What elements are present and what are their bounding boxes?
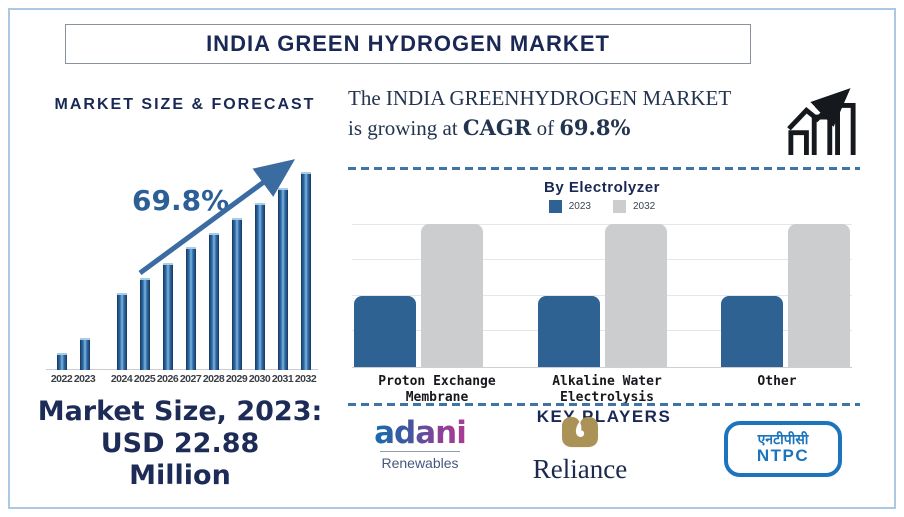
market-bar-column: 2027 <box>179 247 202 387</box>
electrolyzer-group <box>537 224 667 367</box>
adani-logo: adani Renewables <box>364 418 476 472</box>
market-forecast-chart: 69.8% 2022 2023 2024 2025 2026 2027 2028 2029 20… <box>44 152 324 387</box>
year-label: 2030 <box>248 373 271 385</box>
title-box: INDIA GREEN HYDROGEN MARKET <box>65 24 751 64</box>
dashed-divider-top <box>348 167 860 170</box>
market-bar-column: 2025 <box>133 278 156 387</box>
intro-cagr-percent: 69.8% <box>559 115 631 141</box>
adani-sub-label: Renewables <box>381 455 459 471</box>
electrolyzer-bar-2023 <box>537 295 600 367</box>
year-label: 2032 <box>294 373 317 385</box>
year-label: 2029 <box>225 373 248 385</box>
reliance-emblem-icon <box>562 416 598 448</box>
legend-swatch-2023 <box>548 200 562 213</box>
key-players-logos: adani Renewables Reliance एनटीपीसी NTPC <box>348 414 860 494</box>
intro-line2-prefix: is growing at <box>348 116 463 141</box>
market-size-line-1: Market Size, 2023: <box>37 396 323 427</box>
market-bars-row: 2022 2023 2024 2025 2026 2027 2028 2029 2030 2031… <box>50 172 317 387</box>
legend-swatch-2032 <box>613 200 626 213</box>
market-bar <box>300 172 311 370</box>
electrolyzer-chart <box>352 224 852 368</box>
market-size-callout: Market Size, 2023: USD 22.88 Million <box>30 396 330 492</box>
electrolyzer-group <box>354 224 483 367</box>
adani-rule <box>380 451 460 452</box>
ntpc-logo: एनटीपीसी NTPC <box>724 421 842 477</box>
market-bar <box>139 278 150 370</box>
market-bar <box>231 218 242 370</box>
growth-arrow <box>138 159 296 276</box>
year-label: 2023 <box>73 373 96 385</box>
electrolyzer-labels: Proton Exchange Membrane Alkaline Water E… <box>352 374 852 407</box>
intro-line-2: is growing at CAGR of 69.8% <box>348 113 778 143</box>
cagr-value-label: 69.8% <box>132 184 230 217</box>
year-label: 2026 <box>156 373 179 385</box>
intro-cagr-word: CAGR <box>462 115 532 141</box>
market-size-line-2: USD 22.88 <box>100 427 260 459</box>
growth-chart-icon <box>787 88 856 156</box>
market-bar-column: 2032 <box>294 172 317 387</box>
legend-label: 2023 <box>568 201 591 212</box>
year-label: 2022 <box>50 373 73 385</box>
year-label: 2025 <box>133 373 156 385</box>
market-bar <box>254 203 265 370</box>
market-bar-column: 2030 <box>248 203 271 387</box>
market-bar <box>208 233 219 370</box>
electrolyzer-bar-2032 <box>604 224 667 367</box>
market-size-line-3: Million <box>129 459 231 491</box>
electrolyzer-group <box>721 224 850 367</box>
year-label: 2024 <box>110 373 133 385</box>
market-bar <box>79 338 90 370</box>
page-title: INDIA GREEN HYDROGEN MARKET <box>206 31 610 56</box>
adani-wordmark: adani <box>364 418 476 449</box>
electrolyzer-bar-2023 <box>354 295 416 367</box>
legend-item: 2023 <box>548 200 591 213</box>
electrolyzer-bar-2023 <box>721 295 783 367</box>
intro-line-1: The INDIA GREENHYDROGEN MARKET <box>348 86 732 110</box>
category-label: Alkaline Water Electrolysis <box>552 374 662 406</box>
category-label: Proton Exchange Membrane <box>378 374 496 406</box>
market-size-forecast-heading: MARKET SIZE & FORECAST <box>54 96 316 113</box>
market-bar-column: 2026 <box>156 263 179 387</box>
market-bar <box>56 353 67 370</box>
electrolyzer-bar-2032 <box>788 224 850 367</box>
market-bar-column: 2028 <box>202 233 225 387</box>
x-axis-line <box>46 369 318 370</box>
category-label: Other <box>757 374 797 389</box>
dashed-divider-bottom <box>348 403 860 406</box>
market-bar <box>185 247 196 370</box>
electrolyzer-chart-title: By Electrolyzer <box>544 179 660 196</box>
market-bar-column: 2024 <box>110 293 133 387</box>
reliance-wordmark: Reliance <box>532 454 628 484</box>
year-label: 2027 <box>179 373 202 385</box>
market-bar <box>162 263 173 370</box>
ntpc-devanagari-label: एनटीपीसी <box>757 430 809 447</box>
ntpc-wordmark: NTPC <box>756 446 810 466</box>
intro-line2-mid: of <box>531 116 560 141</box>
market-bar <box>116 293 127 370</box>
electrolyzer-groups <box>352 224 852 367</box>
market-bar-column: 2022 <box>50 353 73 387</box>
legend-label: 2032 <box>633 201 656 212</box>
year-label: 2031 <box>271 373 294 385</box>
market-bar-column: 2029 <box>225 218 248 387</box>
year-label: 2028 <box>202 373 225 385</box>
electrolyzer-bar-2032 <box>421 224 483 367</box>
market-bar-column: 2023 <box>73 338 96 387</box>
intro-text: The INDIA GREENHYDROGEN MARKET is growin… <box>348 84 778 144</box>
reliance-logo: Reliance <box>516 414 644 483</box>
legend-item: 2032 <box>613 200 655 213</box>
electrolyzer-legend: 2023 2032 <box>352 199 852 214</box>
